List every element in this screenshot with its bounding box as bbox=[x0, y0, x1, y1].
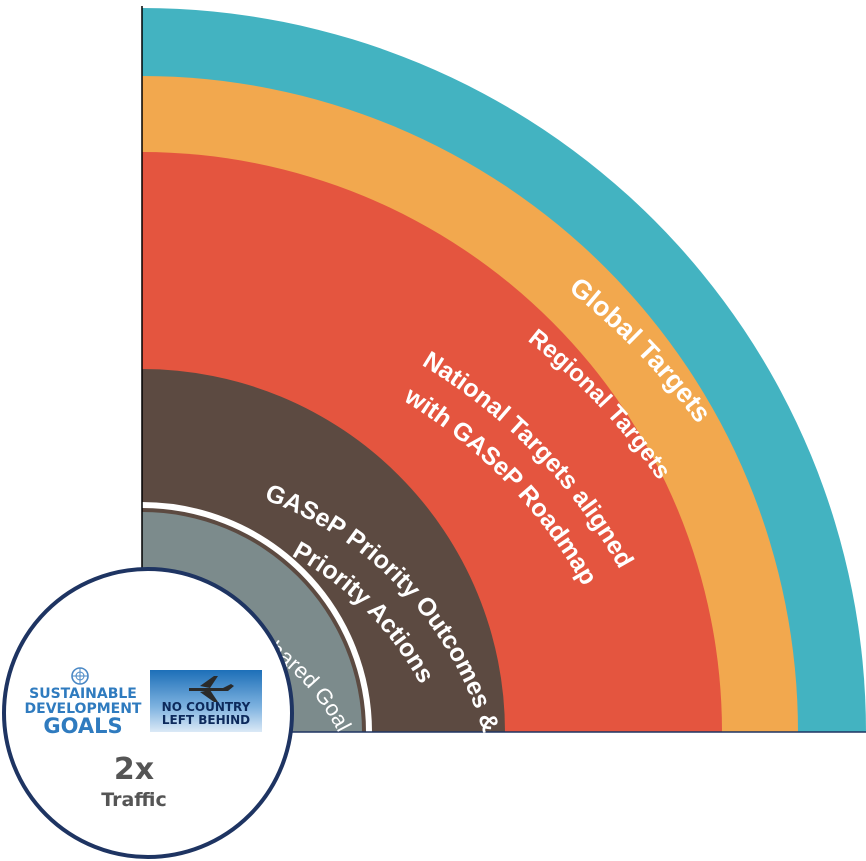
sdg-line2: DEVELOPMENT bbox=[25, 701, 142, 717]
traffic-multiplier: 2x bbox=[114, 752, 154, 787]
traffic-label: Traffic bbox=[101, 789, 167, 811]
nclb-line1: NO COUNTRY bbox=[162, 700, 251, 714]
un-emblem-icon bbox=[71, 667, 89, 685]
badge-circle bbox=[2, 567, 294, 859]
sdg-line1: SUSTAINABLE bbox=[29, 686, 137, 702]
nclb-line2: LEFT BEHIND bbox=[162, 713, 250, 727]
nclb-logo: NO COUNTRY LEFT BEHIND bbox=[150, 670, 262, 732]
airplane-icon bbox=[189, 676, 234, 702]
sdg-line3: GOALS bbox=[43, 714, 122, 738]
sdg-traffic-badge: SUSTAINABLE DEVELOPMENT GOALS NO COUNTRY… bbox=[2, 567, 294, 859]
sdg-logo: SUSTAINABLE DEVELOPMENT GOALS bbox=[25, 667, 142, 738]
ring-separator bbox=[141, 502, 372, 733]
